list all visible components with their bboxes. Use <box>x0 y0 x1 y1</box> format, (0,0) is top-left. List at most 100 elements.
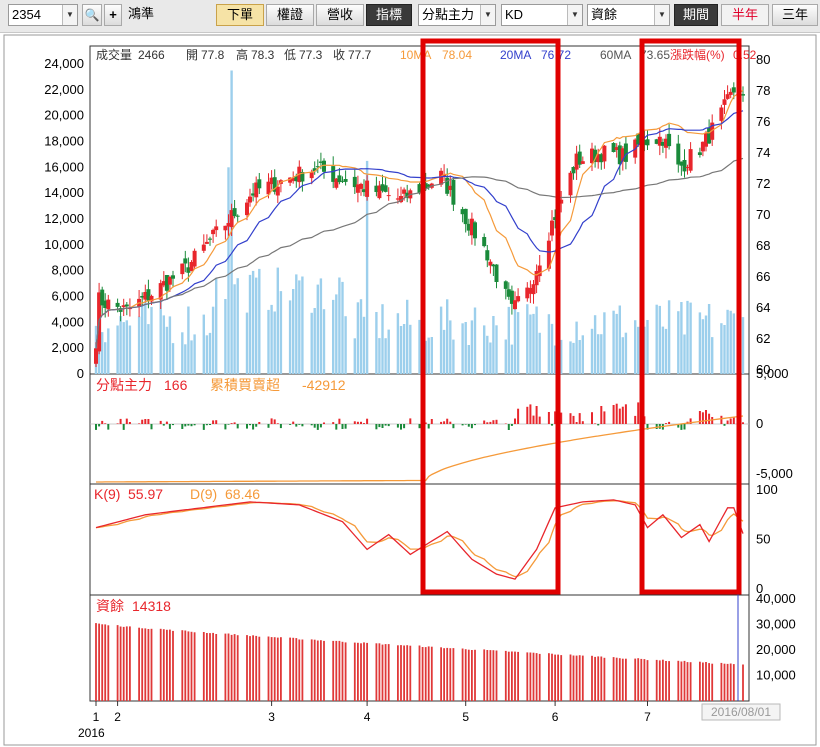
broker-bar <box>360 421 362 424</box>
volume-bar <box>101 332 104 374</box>
broker-bar <box>489 421 492 424</box>
margin-bar <box>397 645 399 701</box>
broker-bar <box>255 424 258 427</box>
broker-bar <box>190 424 193 427</box>
volume-bar <box>359 299 363 374</box>
candle-body <box>211 229 216 235</box>
margin-bar <box>344 642 347 701</box>
broker-bar <box>116 423 119 424</box>
search-button[interactable]: 🔍 <box>82 4 102 26</box>
x-tick-label: 1 <box>93 710 100 724</box>
volume-bar <box>473 307 477 374</box>
indicator-select-2[interactable]: KD ▼ <box>501 4 583 26</box>
candle-body <box>534 271 539 286</box>
tab-revenue[interactable]: 營收 <box>316 4 364 26</box>
ma20-line <box>95 110 744 349</box>
candle-body <box>469 218 474 236</box>
candle-body <box>682 160 687 172</box>
margin-bar <box>655 659 658 701</box>
price-tick-label: 60 <box>756 362 770 377</box>
broker-bar <box>720 415 723 424</box>
candle-body <box>352 176 357 188</box>
margin-bar <box>400 645 402 701</box>
candle-body <box>473 222 477 239</box>
chevron-down-icon[interactable]: ▼ <box>654 5 669 25</box>
candle-body <box>399 196 403 203</box>
candle-body <box>599 154 604 163</box>
broker-bar <box>624 404 627 424</box>
chart-area: 0 2,000 4,000 6,000 8,000 10,000 12,000 14,000 1… <box>0 33 820 747</box>
indicator-select-3[interactable]: 資餘 ▼ <box>587 4 670 26</box>
broker-bar <box>507 424 510 430</box>
candle-body <box>312 168 317 172</box>
margin-bar <box>689 662 692 701</box>
broker-bar <box>637 402 640 424</box>
broker-bar <box>172 424 174 426</box>
broker-bar <box>560 412 563 424</box>
broker-bar <box>597 424 600 426</box>
margin-bar <box>618 658 621 701</box>
candle-body <box>103 300 108 308</box>
tab-order[interactable]: 下單 <box>216 4 264 26</box>
volume-bar <box>168 316 172 374</box>
stock-code-input[interactable]: 2354 ▼ <box>8 4 78 26</box>
candle-body <box>149 295 154 302</box>
highlight-box-july <box>639 38 742 595</box>
volume-bar <box>637 326 640 374</box>
chevron-down-icon[interactable]: ▼ <box>567 5 582 25</box>
margin-bar <box>430 646 433 701</box>
volume-bar <box>526 304 529 374</box>
margin-label: 資餘 <box>96 598 124 614</box>
margin-bar <box>107 625 110 701</box>
broker-bar <box>430 419 433 424</box>
margin-bar <box>726 663 729 701</box>
margin-bar <box>702 662 704 701</box>
broker-bar <box>375 424 378 430</box>
volume-bar <box>701 319 705 374</box>
indicator-select-1[interactable]: 分點主力 ▼ <box>418 4 496 26</box>
candle-body <box>167 276 172 285</box>
broker-bar <box>504 423 507 424</box>
volume-bar <box>335 294 338 374</box>
chevron-down-icon[interactable]: ▼ <box>62 5 77 25</box>
broker-bar <box>224 424 227 430</box>
candle-body <box>731 87 736 93</box>
indicator-select-2-value: KD <box>505 7 524 22</box>
candle-body <box>525 287 530 299</box>
chevron-down-icon[interactable]: ▼ <box>480 5 495 25</box>
broker-bar <box>258 422 261 424</box>
candle-body <box>614 147 619 150</box>
margin-bar <box>612 657 615 701</box>
volume-bar <box>338 277 341 374</box>
volume-bar <box>402 324 406 374</box>
timeframe-three-year[interactable]: 三年 <box>772 4 818 26</box>
indicator-label: 指標 <box>366 4 412 26</box>
add-button[interactable]: + <box>104 4 122 26</box>
tab-warrant[interactable]: 權證 <box>266 4 314 26</box>
margin-bar <box>483 649 486 701</box>
date-tag: 2016/08/01 <box>701 703 781 721</box>
broker-bar <box>356 421 359 424</box>
candle-body <box>275 186 280 196</box>
candle-body <box>617 145 622 165</box>
candle-body <box>463 208 468 225</box>
broker-bar <box>396 424 399 428</box>
volume-bar <box>208 332 212 374</box>
price-tick-label: 78 <box>756 83 770 98</box>
broker-bar <box>424 422 427 424</box>
margin-bar <box>464 649 467 701</box>
volume-bar <box>664 328 668 374</box>
volume-bar <box>569 341 572 374</box>
margin-bar <box>634 658 637 701</box>
broker-bar <box>187 424 190 426</box>
broker-bar <box>591 412 593 424</box>
volume-bar <box>399 326 403 374</box>
margin-value: 14318 <box>132 598 171 614</box>
broker-bar <box>492 420 495 424</box>
timeframe-half-year[interactable]: 半年 <box>721 4 769 26</box>
margin-bar <box>215 634 218 701</box>
low-value: 77.3 <box>299 48 323 62</box>
candle-body <box>309 172 314 179</box>
volume-bar <box>634 320 637 374</box>
volume-bar <box>572 342 575 374</box>
